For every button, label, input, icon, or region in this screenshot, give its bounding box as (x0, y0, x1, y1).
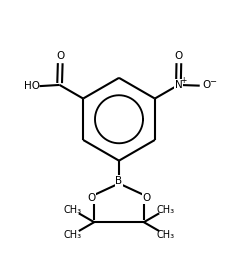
Text: O: O (56, 51, 64, 61)
Text: +: + (180, 76, 186, 85)
Text: N: N (174, 80, 182, 90)
Text: CH₃: CH₃ (157, 204, 175, 215)
Text: CH₃: CH₃ (63, 230, 81, 240)
Text: HO: HO (24, 81, 40, 91)
Text: O: O (87, 193, 95, 203)
Text: O: O (143, 193, 151, 203)
Text: CH₃: CH₃ (157, 230, 175, 240)
Text: B: B (115, 176, 123, 186)
Text: O: O (202, 80, 210, 90)
Text: −: − (209, 77, 216, 86)
Text: O: O (175, 51, 183, 61)
Text: CH₃: CH₃ (63, 204, 81, 215)
